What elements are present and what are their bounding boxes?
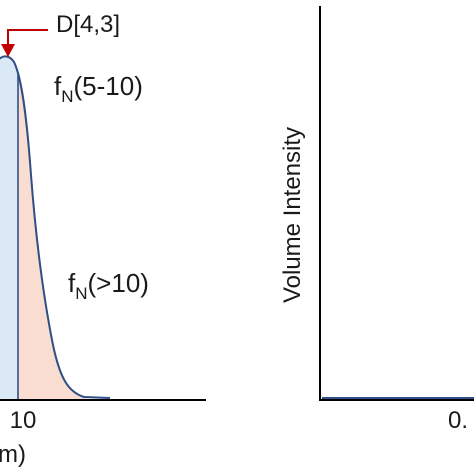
d43-marker-arrowhead — [1, 44, 15, 57]
left-distribution-curve — [0, 55, 111, 399]
right-x-tick-label: 0. — [448, 407, 468, 434]
y-axis-label: Volume Intensity — [279, 127, 306, 303]
right-panel: Volume Intensity 0. — [279, 6, 474, 434]
d43-marker-line — [7, 29, 48, 46]
x-tick-label-10: 10 — [10, 407, 37, 434]
x-axis-label: m) — [0, 441, 26, 468]
region-5-10-fill — [0, 56, 18, 400]
fn-gt10-sub: N — [75, 284, 87, 303]
fn-5-10-f: f — [54, 71, 62, 101]
d43-label: D[4,3] — [56, 11, 120, 38]
fn-gt10-range: (>10) — [88, 268, 149, 298]
region-gt10-fill — [18, 74, 90, 400]
fn-5-10-sub: N — [61, 87, 73, 106]
fn-gt10-annotation: fN(>10) — [68, 268, 149, 303]
left-panel: 10 m) D[4,3] fN(5-10) fN(>10) — [0, 11, 206, 468]
fn-5-10-range: (5-10) — [74, 71, 143, 101]
fn-gt10-f: f — [68, 268, 76, 298]
fn-5-10-annotation: fN(5-10) — [54, 71, 143, 106]
